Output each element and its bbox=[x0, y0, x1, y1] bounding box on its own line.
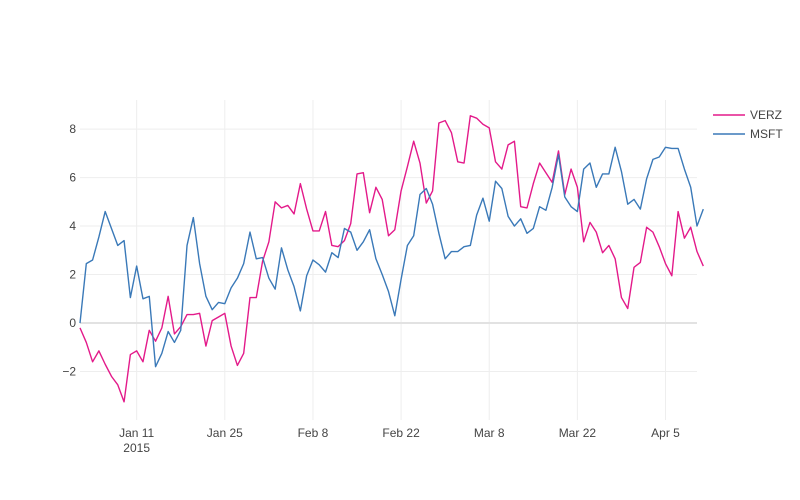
y-axis-ticks: −2 0 2 4 6 8 bbox=[62, 122, 76, 378]
y-tick-label: 0 bbox=[69, 316, 76, 330]
x-tick-label: Mar 22 bbox=[559, 426, 597, 440]
series-lines bbox=[79, 115, 704, 403]
legend-item-verz[interactable]: VERZ bbox=[713, 108, 782, 122]
y-tick-label: −2 bbox=[62, 365, 76, 379]
x-tick-label: Feb 8 bbox=[298, 426, 329, 440]
gridlines bbox=[80, 100, 697, 420]
legend-label: MSFT bbox=[750, 127, 783, 141]
y-tick-label: 2 bbox=[69, 268, 76, 282]
series-line-verz bbox=[79, 115, 704, 403]
y-tick-label: 8 bbox=[69, 122, 76, 136]
x-tick-label: Mar 8 bbox=[474, 426, 505, 440]
legend[interactable]: VERZ MSFT bbox=[713, 108, 783, 141]
x-tick-label: Jan 11 bbox=[119, 426, 154, 440]
y-tick-label: 4 bbox=[69, 219, 76, 233]
y-tick-label: 6 bbox=[69, 171, 76, 185]
legend-label: VERZ bbox=[750, 108, 782, 122]
x-tick-label: Apr 5 bbox=[651, 426, 680, 440]
x-tick-label: Feb 22 bbox=[382, 426, 420, 440]
series-line-msft bbox=[79, 146, 704, 368]
x-tick-sublabel: 2015 bbox=[123, 441, 150, 455]
x-tick-label: Jan 25 bbox=[207, 426, 243, 440]
legend-item-msft[interactable]: MSFT bbox=[713, 127, 783, 141]
